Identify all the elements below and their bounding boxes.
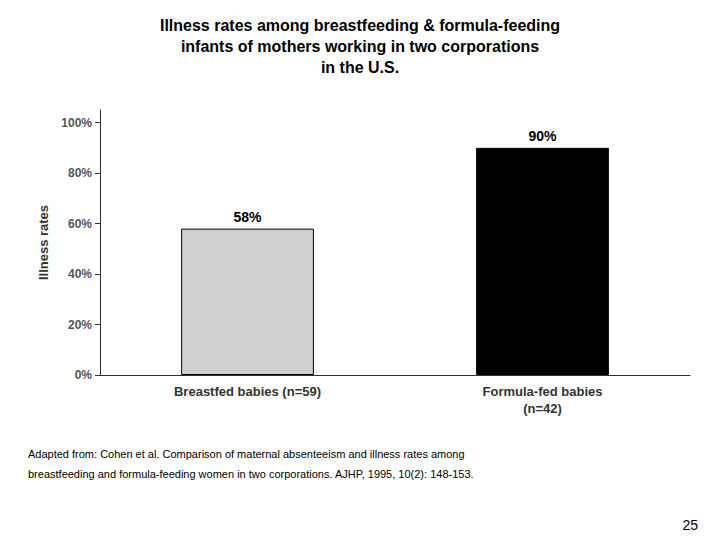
svg-text:Illness rates: Illness rates <box>36 205 51 280</box>
svg-text:0%: 0% <box>75 368 93 382</box>
svg-text:Breastfed babies (n=59): Breastfed babies (n=59) <box>174 384 321 399</box>
svg-text:40%: 40% <box>68 267 92 281</box>
svg-text:100%: 100% <box>61 116 92 130</box>
svg-text:Formula-fed babies: Formula-fed babies <box>483 384 603 399</box>
svg-text:in the U.S.: in the U.S. <box>321 59 399 76</box>
svg-text:25: 25 <box>682 517 698 533</box>
svg-text:Adapted from: Cohen et al. Com: Adapted from: Cohen et al. Comparison of… <box>28 448 465 460</box>
svg-text:58%: 58% <box>233 209 262 225</box>
svg-text:60%: 60% <box>68 217 92 231</box>
svg-text:Illness rates among breastfeed: Illness rates among breastfeeding & form… <box>160 17 560 34</box>
svg-text:(n=42): (n=42) <box>523 401 562 416</box>
svg-text:90%: 90% <box>528 128 557 144</box>
svg-text:20%: 20% <box>68 318 92 332</box>
svg-text:infants of mothers working in: infants of mothers working in two corpor… <box>181 38 539 55</box>
svg-text:breastfeeding and formula-feed: breastfeeding and formula-feeding women … <box>28 468 474 480</box>
svg-text:80%: 80% <box>68 166 92 180</box>
